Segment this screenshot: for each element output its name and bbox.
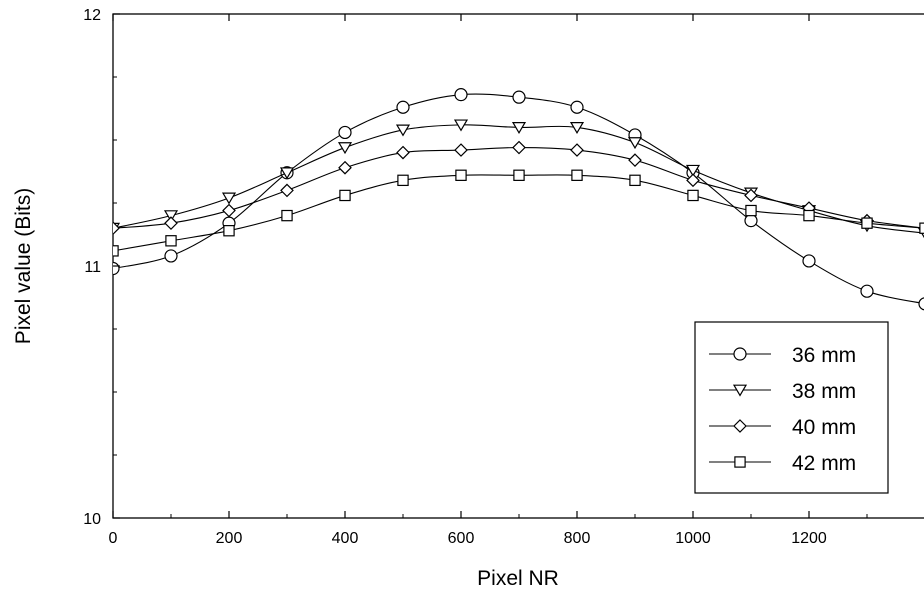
x-tick-label: 0 bbox=[109, 530, 118, 547]
legend-label: 36 mm bbox=[792, 344, 856, 367]
square-marker bbox=[919, 222, 924, 234]
diamond-marker bbox=[280, 183, 294, 198]
x-tick-label: 400 bbox=[332, 530, 359, 547]
square-marker bbox=[745, 204, 757, 217]
square-marker bbox=[223, 225, 235, 237]
legend-label: 40 mm bbox=[792, 416, 856, 439]
diamond-marker bbox=[338, 160, 352, 175]
triangle-marker bbox=[337, 142, 353, 155]
circle-marker bbox=[113, 261, 120, 276]
square-marker bbox=[734, 456, 746, 468]
triangle-marker bbox=[453, 119, 469, 132]
circle-marker bbox=[512, 90, 526, 104]
square-marker bbox=[339, 189, 351, 202]
circle-marker bbox=[802, 254, 816, 268]
y-tick-label: 10 bbox=[83, 511, 101, 528]
diamond-marker bbox=[512, 140, 526, 155]
legend-item: 40 mm bbox=[709, 416, 856, 439]
x-tick-label: 800 bbox=[564, 530, 591, 547]
square-marker bbox=[687, 189, 699, 202]
diamond-marker bbox=[570, 143, 584, 157]
legend-item: 42 mm bbox=[709, 452, 856, 475]
diamond-marker bbox=[744, 188, 758, 203]
diamond-marker bbox=[396, 145, 410, 160]
legend-item: 38 mm bbox=[709, 380, 856, 403]
circle-marker bbox=[396, 100, 410, 114]
legend-box bbox=[694, 321, 889, 494]
triangle-marker bbox=[685, 164, 701, 177]
triangle-marker bbox=[511, 121, 527, 134]
series-42-mm bbox=[113, 169, 924, 257]
x-tick-label: 200 bbox=[216, 530, 243, 547]
diamond-marker bbox=[113, 221, 120, 236]
circle-marker bbox=[454, 88, 468, 102]
diamond-marker bbox=[454, 143, 468, 157]
series-36-mm bbox=[113, 88, 924, 311]
series-line bbox=[113, 174, 924, 252]
square-marker bbox=[803, 209, 815, 222]
circle-marker bbox=[733, 347, 747, 361]
diamond-marker bbox=[686, 173, 700, 188]
square-marker bbox=[281, 209, 293, 222]
circle-marker bbox=[744, 214, 758, 228]
circle-marker bbox=[860, 284, 874, 298]
square-marker bbox=[513, 169, 525, 181]
diamond-marker bbox=[164, 216, 178, 231]
diamond-marker bbox=[733, 419, 747, 433]
triangle-marker bbox=[279, 167, 295, 180]
square-marker bbox=[165, 235, 177, 247]
legend-label: 38 mm bbox=[792, 380, 856, 403]
diamond-marker bbox=[222, 203, 236, 218]
legend-item: 36 mm bbox=[709, 344, 856, 367]
y-tick-label: 12 bbox=[83, 7, 101, 24]
x-axis-title: Pixel NR bbox=[477, 567, 559, 590]
square-marker bbox=[455, 169, 467, 181]
triangle-marker bbox=[732, 384, 748, 397]
triangle-marker bbox=[163, 210, 179, 223]
square-marker bbox=[113, 245, 119, 257]
axes-layer: 0 200 400 600 800 1000 1200 10 11 12 bbox=[83, 7, 868, 547]
y-axis-title: Pixel value (Bits) bbox=[12, 188, 35, 344]
circle-marker bbox=[164, 249, 178, 263]
diamond-marker bbox=[628, 153, 642, 168]
triangle-marker bbox=[569, 121, 585, 134]
legend: 36 mm 38 mm 40 mm 42 mm bbox=[694, 321, 889, 494]
circle-marker bbox=[918, 297, 924, 311]
series-line bbox=[113, 147, 924, 229]
circle-marker bbox=[570, 100, 584, 114]
x-tick-label: 1000 bbox=[675, 530, 711, 547]
square-marker bbox=[571, 169, 583, 181]
circle-marker bbox=[338, 125, 352, 140]
x-tick-label: 600 bbox=[448, 530, 475, 547]
triangle-marker bbox=[395, 124, 411, 137]
square-marker bbox=[629, 174, 641, 187]
series-layer bbox=[113, 88, 924, 311]
legend-label: 42 mm bbox=[792, 452, 856, 475]
y-tick-label: 11 bbox=[84, 259, 101, 276]
triangle-marker bbox=[221, 192, 237, 205]
square-marker bbox=[861, 217, 873, 229]
x-tick-label: 1200 bbox=[791, 530, 827, 547]
triangle-marker bbox=[627, 137, 643, 150]
square-marker bbox=[397, 174, 409, 187]
